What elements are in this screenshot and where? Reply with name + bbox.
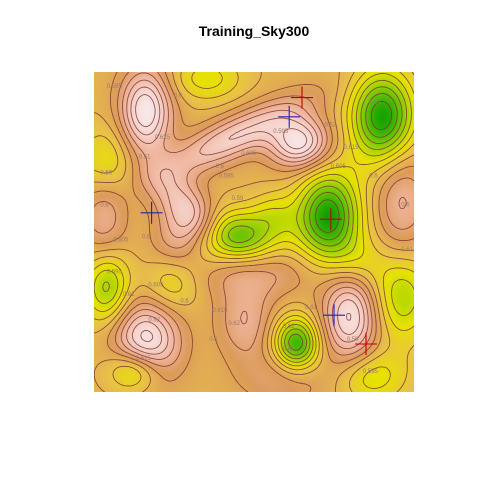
contour-label: 0.615 [344, 145, 360, 151]
contour-label: 0.595 [363, 369, 379, 375]
contour-label: 0.61 [123, 292, 135, 298]
contour-label: 0.595 [107, 84, 123, 90]
contour-label: 0.6 [180, 298, 189, 304]
contour-line [94, 72, 414, 392]
contour-label: 0.6 [142, 234, 151, 240]
contour-label: 0.61 [401, 247, 413, 253]
contour-label: 0.595 [219, 174, 235, 180]
contour-label: 0.59 [232, 196, 244, 202]
contour-label: 0.6 [209, 337, 218, 343]
contour-label: 0.605 [241, 151, 257, 157]
markers [140, 86, 377, 355]
cross-marker [291, 86, 313, 109]
contour-label: 0.61 [139, 154, 151, 160]
contour-label: 0.61 [283, 346, 295, 352]
contour-label: 0.595 [107, 270, 123, 276]
cross-marker [323, 304, 345, 327]
contour-label: 0.6 [100, 202, 109, 208]
contour-lines [94, 72, 414, 392]
cross-marker [319, 208, 342, 231]
contour-label: 0.615 [136, 356, 152, 362]
contour-label: 0.6 [401, 202, 410, 208]
contour-label: 0.59 [347, 337, 359, 343]
contour-label: 0.61 [305, 305, 317, 311]
contour-label: 0.62 [324, 122, 336, 128]
contour-labels: 0.615 0.62 0.61 0.605 0.595 0.6 0.605 0.6 0.6 0.6… [100, 84, 413, 375]
contour-label: 0.6 [216, 164, 225, 170]
contour-label: 0.62 [283, 324, 295, 330]
cross-marker [278, 105, 301, 128]
contour-line [130, 86, 360, 350]
contour-label: 0.59 [100, 170, 112, 176]
contour-label: 0.595 [273, 129, 289, 135]
contour-label: 0.6 [174, 94, 183, 100]
contour-line [102, 79, 408, 360]
contour-line [94, 72, 414, 389]
contour-line [94, 72, 414, 392]
contour-label: 0.605 [148, 282, 164, 288]
contour-line [315, 100, 393, 233]
contour-label: 0.6 [369, 174, 378, 180]
contour-label: 0.615 [212, 308, 228, 314]
contour-label: 0.62 [148, 318, 160, 324]
cross-marker [140, 201, 163, 224]
contour-label: 0.61 [369, 100, 381, 106]
contour-line [94, 72, 414, 392]
contour-line [94, 73, 414, 363]
contour-label: 0.62 [228, 321, 240, 327]
chart-title: Training_Sky300 [199, 23, 310, 39]
contour-line [288, 92, 398, 351]
contour-line [135, 94, 352, 343]
contour-line [120, 72, 407, 360]
contour-label: 0.615 [155, 135, 171, 141]
cross-marker [355, 333, 377, 355]
contour-line [126, 79, 365, 355]
contour-line [227, 86, 403, 356]
contour-label: 0.605 [331, 164, 347, 170]
contour-label: 0.605 [113, 238, 129, 244]
